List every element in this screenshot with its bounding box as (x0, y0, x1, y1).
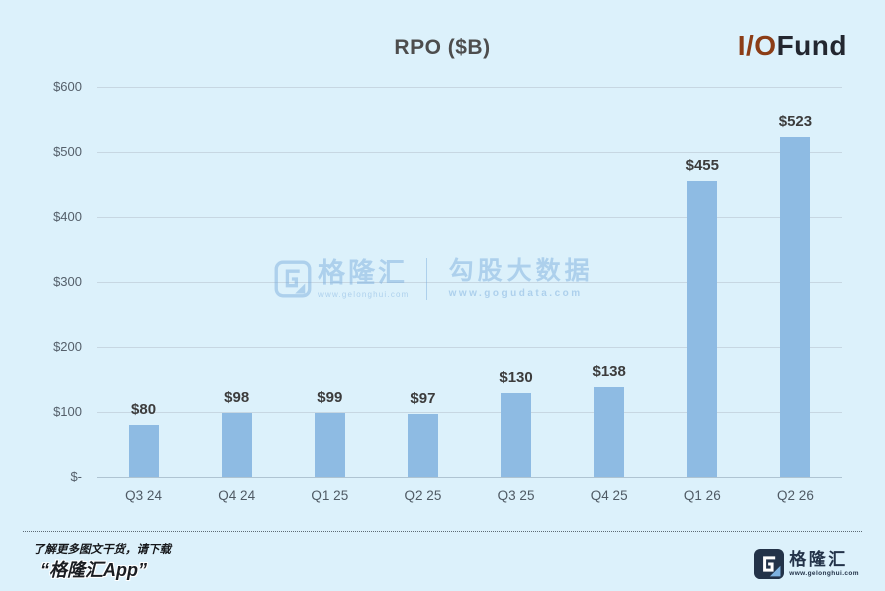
footer-logo-text-block: 格隆汇 www.gelonghui.com (789, 551, 859, 577)
bar-q3-24 (128, 425, 159, 477)
watermark-product-text: 勾股大数据 (448, 257, 594, 285)
bar-value-label: $455 (685, 157, 719, 175)
bar-q2-25 (407, 413, 438, 477)
x-tick-label: Q2 26 (777, 488, 814, 503)
x-tick-label: Q3 25 (497, 488, 535, 503)
footer-logo-text: 格隆汇 (789, 550, 848, 569)
x-tick-label: Q4 25 (590, 488, 628, 503)
bar-value-label: $138 (592, 363, 626, 381)
io-fund-logo: I/OFund (738, 30, 847, 62)
x-tick-label: Q3 24 (125, 488, 162, 503)
io-fund-logo-io: I/O (737, 30, 777, 61)
x-tick-label: Q2 25 (404, 488, 442, 503)
y-tick-label: $- (70, 469, 82, 484)
bar-q2-26 (780, 137, 811, 477)
footer-promo-line1: 了解更多图文干货，请下载 (33, 544, 171, 556)
gridline (97, 216, 842, 218)
footer-logo-url: www.gelonghui.com (789, 570, 859, 577)
y-tick-label: $100 (53, 404, 82, 419)
gridline (97, 281, 842, 283)
bar-value-label: $97 (410, 389, 436, 407)
y-tick-label: $200 (53, 339, 82, 354)
watermark-product-block: 勾股大数据 www.gogudata.com (448, 257, 594, 300)
bar-value-label: $98 (224, 389, 250, 407)
watermark-product-url: www.gogudata.com (448, 288, 583, 299)
y-tick-label: $600 (53, 79, 82, 94)
gridline (97, 346, 842, 348)
x-axis-line (97, 476, 842, 478)
bar-q4-25 (594, 387, 625, 477)
bar-value-label: $130 (499, 368, 533, 386)
footer-separator (23, 531, 862, 532)
x-tick-label: Q1 25 (311, 488, 349, 503)
gridline (97, 86, 842, 88)
watermark-brand-block: 格隆汇 www.gelonghui.com (318, 257, 410, 299)
bar-q4-24 (221, 413, 252, 477)
watermark-brand-url: www.gelonghui.com (318, 289, 410, 299)
watermark-brand-text: 格隆汇 (318, 257, 408, 288)
y-tick-label: $300 (53, 274, 82, 289)
bar-value-label: $80 (131, 401, 157, 418)
io-fund-logo-fund: Fund (776, 30, 847, 61)
bar-q1-26 (687, 181, 718, 477)
bar-value-label: $99 (317, 388, 343, 406)
watermark: 格隆汇 www.gelonghui.com 勾股大数据 www.gogudata… (274, 258, 594, 300)
gelonghui-logo-icon (754, 549, 785, 579)
gelonghui-watermark-icon (274, 260, 312, 298)
y-tick-label: $400 (53, 209, 82, 224)
x-tick-label: Q1 26 (683, 488, 721, 503)
bar-value-label: $523 (778, 113, 813, 131)
page-title: RPO ($B) (394, 36, 491, 59)
watermark-divider (425, 258, 427, 300)
bar-q1-25 (314, 412, 345, 477)
gelonghui-footer-logo: 格隆汇 www.gelonghui.com (754, 549, 859, 579)
gridline (97, 151, 842, 153)
bar-q3-25 (501, 392, 532, 477)
x-tick-label: Q4 24 (218, 488, 256, 503)
y-tick-label: $500 (53, 144, 82, 159)
footer-promo-line2: “格隆汇App” (40, 560, 147, 580)
gridline (97, 411, 842, 413)
